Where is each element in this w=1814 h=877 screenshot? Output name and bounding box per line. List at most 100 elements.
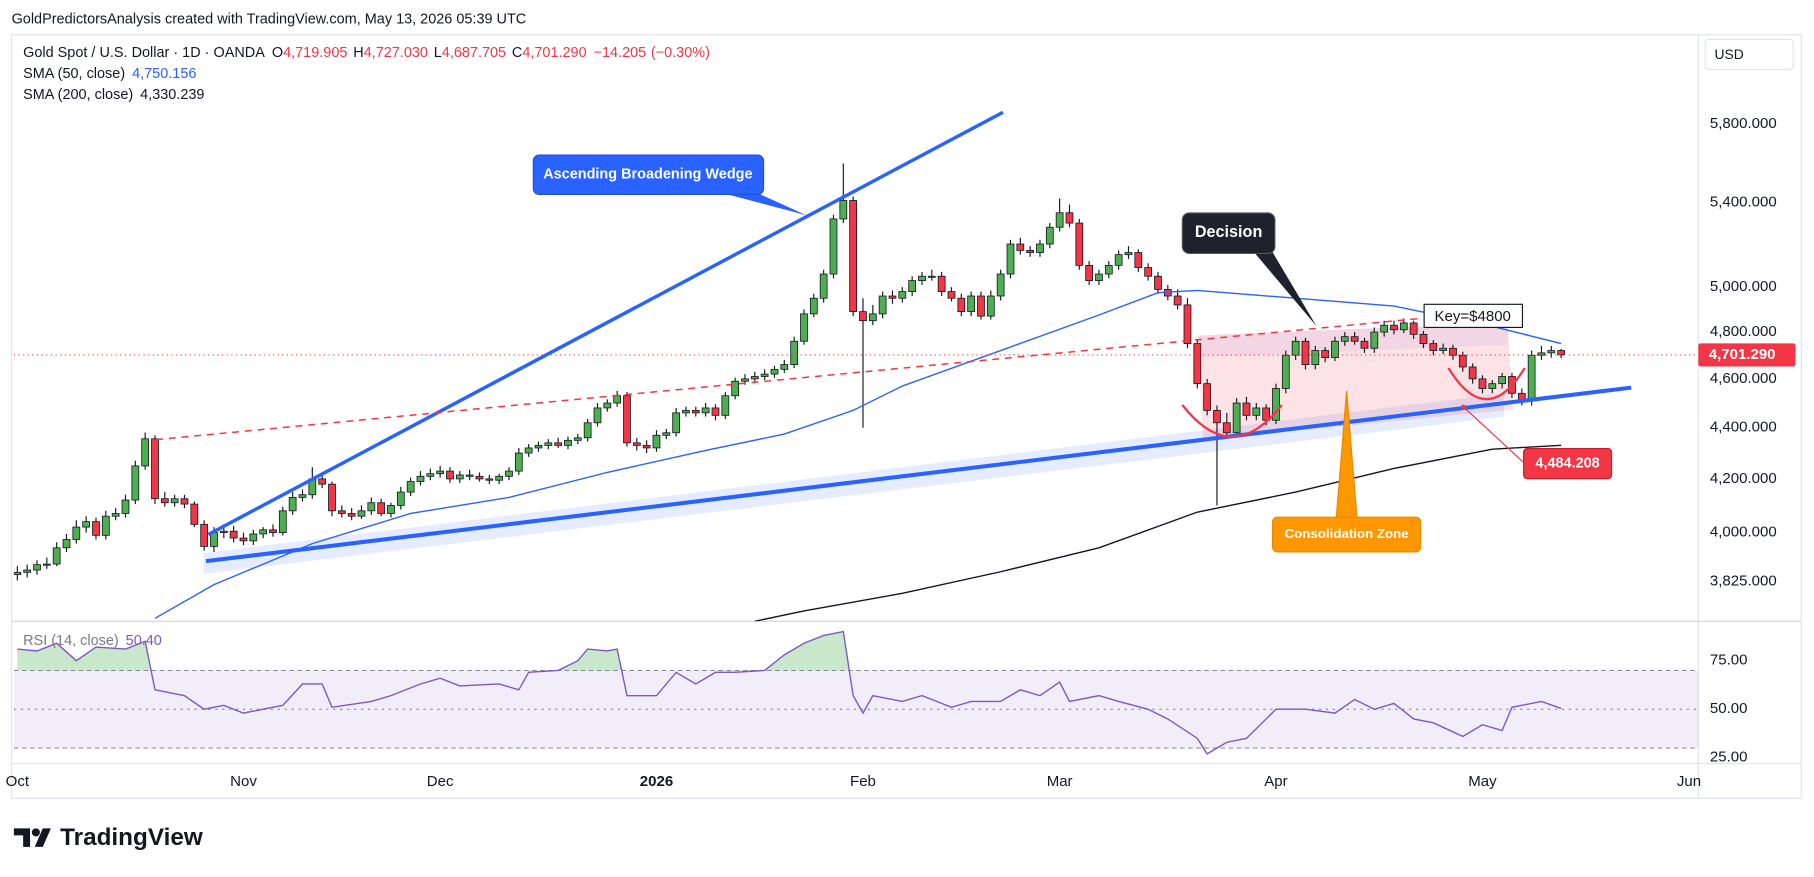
candle-body [800, 313, 808, 342]
candle-body [593, 407, 602, 424]
candle-body [613, 395, 622, 404]
candle-body [328, 483, 336, 512]
ohlc-key: O [272, 45, 283, 61]
x-tick-label: Dec [427, 773, 454, 790]
candle-body [662, 432, 671, 436]
candle-body [1065, 212, 1074, 224]
ohlc-key: H [353, 45, 363, 61]
candle-body [1016, 243, 1025, 251]
indicator-name: SMA (200, close) [23, 87, 133, 103]
candle-body [465, 474, 474, 477]
candle-body [455, 474, 464, 480]
candle-body [318, 478, 327, 485]
candle-body [603, 402, 612, 409]
indicator-name: RSI (14, close) [23, 633, 119, 649]
candle-body [1468, 366, 1477, 380]
candle-body [1085, 264, 1094, 281]
callout-text: Decision [1195, 223, 1262, 241]
candle-body [1114, 254, 1123, 266]
rsi-tick-label: 50.00 [1710, 700, 1748, 717]
axes: 3,825.000 4,000.000 4,200.000 4,400.000 4,60… [6, 115, 1796, 790]
resistance-line [156, 317, 1424, 441]
candle-body [229, 530, 238, 539]
candle-body [1478, 378, 1487, 389]
rsi-line [17, 630, 1562, 755]
candle-body [121, 499, 130, 514]
candle-body [986, 295, 995, 317]
candle-body [347, 513, 356, 517]
rsi-overbought-fill [17, 631, 1562, 671]
ohlc-value: 4,719.905 [283, 45, 347, 61]
candle-body [1036, 243, 1044, 253]
candle-body [1075, 222, 1084, 266]
candle-body [1360, 340, 1369, 349]
candle-body [1439, 347, 1448, 351]
candle-body [819, 273, 828, 299]
rsi-legend: RSI (14, close) 50.40 [23, 633, 162, 649]
callout-text: Consolidation Zone [1285, 526, 1409, 541]
candle-body [1340, 336, 1349, 342]
candle-body [780, 364, 789, 370]
candle-body [92, 521, 100, 536]
candle-body [564, 439, 572, 446]
candle-body [42, 563, 51, 566]
marker-label: 4,484.208 [1535, 455, 1599, 471]
candle-body [1321, 350, 1330, 358]
ohlc-value: 4,727.030 [364, 45, 428, 61]
y-tick-label: 3,825.000 [1710, 573, 1777, 590]
logo-mark [13, 828, 31, 847]
ohlc-value: 4,701.290 [522, 45, 586, 61]
change-pct: (−0.30%) [651, 45, 710, 61]
candle-body [898, 291, 907, 299]
candle-body [839, 200, 848, 220]
candle-body [13, 571, 22, 576]
x-tick-label: Mar [1047, 773, 1073, 790]
candle-body [1154, 275, 1162, 290]
candle-body [957, 297, 966, 313]
candle-body [1301, 340, 1310, 366]
wedge-lower-line [205, 385, 1632, 564]
currency-box[interactable] [1704, 38, 1794, 71]
candle-body [190, 503, 199, 525]
candle-body [1055, 212, 1064, 228]
marker-dot [1461, 404, 1466, 410]
candle-body [1547, 350, 1556, 354]
candle-body [337, 510, 346, 514]
candle-body [1095, 273, 1103, 281]
candle-body [652, 434, 661, 449]
symbol: Gold Spot / U.S. Dollar · 1D · OANDA [23, 45, 265, 61]
candle-body [1026, 249, 1035, 253]
candle-body [1399, 322, 1408, 331]
candle-body [1291, 340, 1300, 356]
candle-body [977, 295, 985, 317]
y-tick-label: 5,800.000 [1710, 115, 1777, 132]
sma-line [754, 444, 1562, 622]
symbol-legend: Gold Spot / U.S. Dollar · 1D · OANDA O4,7… [23, 45, 710, 61]
y-tick-label: 4,000.000 [1710, 524, 1777, 541]
candle-body [888, 295, 897, 299]
indicator-name: SMA (50, close) [23, 66, 125, 82]
last-price-tag [1698, 343, 1796, 367]
candle-body [760, 373, 769, 377]
candle-body [1390, 324, 1398, 331]
rsi-tick-label: 75.00 [1710, 652, 1748, 669]
ohlc-value: 4,687.705 [442, 45, 506, 61]
drawings [156, 110, 1632, 564]
candle-body [1173, 295, 1182, 306]
candle-body [731, 380, 740, 397]
candle-body [1006, 243, 1015, 275]
indicator-value: 50.40 [126, 633, 162, 649]
candle-body [573, 437, 582, 441]
indicator-legend: SMA (200, close) 4,330.239 [23, 87, 204, 103]
candle-body [170, 498, 179, 504]
currency[interactable]: USD [1715, 46, 1744, 62]
candle-body [741, 378, 749, 382]
indicator-legend: SMA (50, close) 4,750.156 [23, 66, 196, 82]
candle-body [1311, 350, 1320, 366]
candle-body [180, 498, 189, 505]
candle-body [947, 291, 956, 299]
candle-body [1045, 226, 1054, 245]
y-tick-label: 5,400.000 [1710, 193, 1777, 210]
cup-arc [1181, 404, 1283, 438]
